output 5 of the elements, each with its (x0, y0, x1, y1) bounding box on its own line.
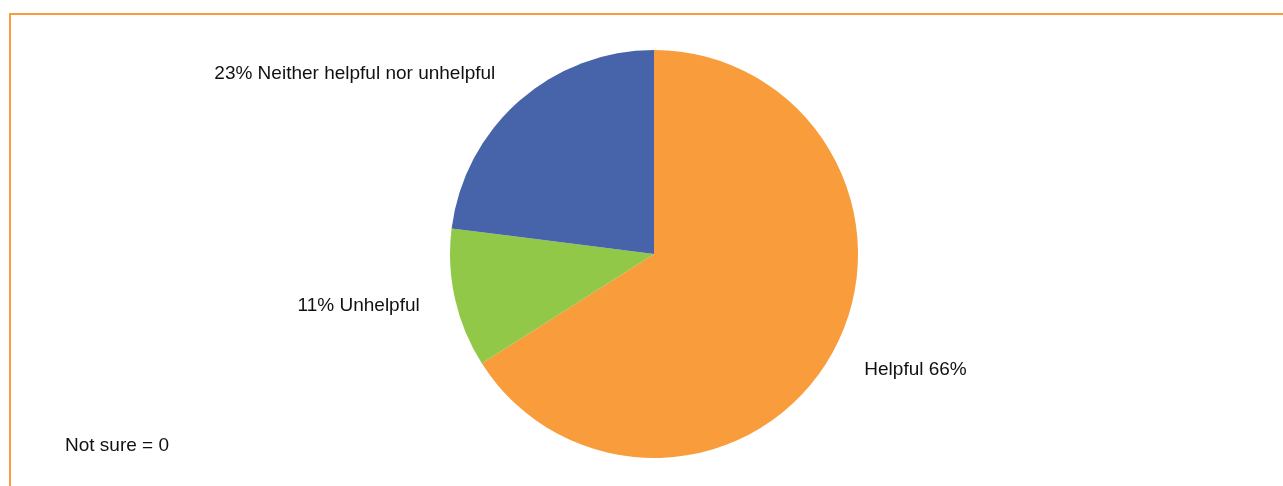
slice-label: 23% Neither helpful nor unhelpful (214, 61, 496, 83)
slice-label: Helpful 66% (864, 357, 967, 379)
pie-slice (450, 228, 654, 364)
slice-label: 11% Unhelpful (297, 294, 420, 316)
text: Not sure = 0 (65, 434, 170, 456)
